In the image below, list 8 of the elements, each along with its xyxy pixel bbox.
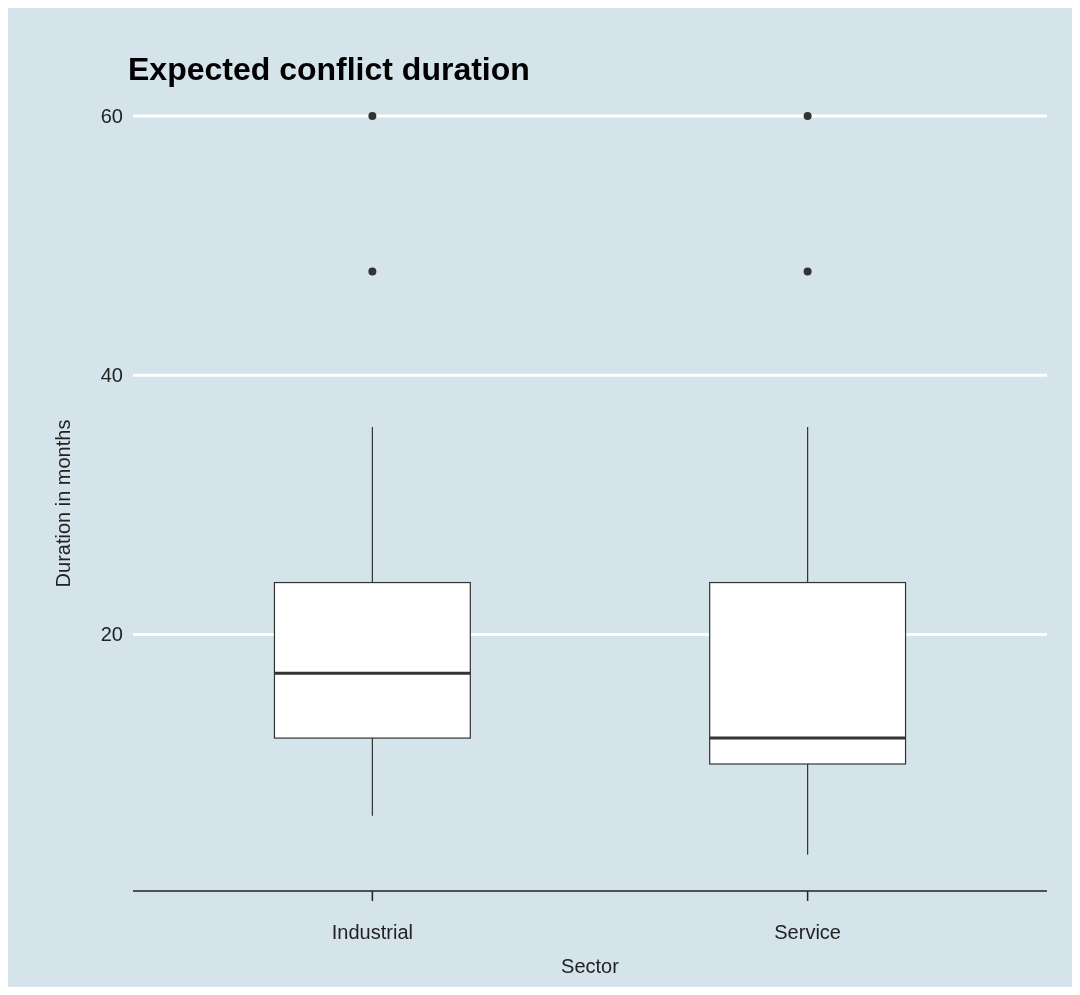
- y-axis-title: Duration in months: [52, 419, 74, 588]
- x-axis-title: Sector: [561, 955, 620, 977]
- y-tick-label: 40: [100, 364, 123, 387]
- y-tick-label: 20: [100, 623, 123, 646]
- x-tick-label: Service: [774, 921, 841, 943]
- x-tick-label: Industrial: [331, 921, 413, 943]
- y-tick-label: 60: [100, 105, 123, 127]
- chart-title: Expected conflict duration: [128, 51, 530, 87]
